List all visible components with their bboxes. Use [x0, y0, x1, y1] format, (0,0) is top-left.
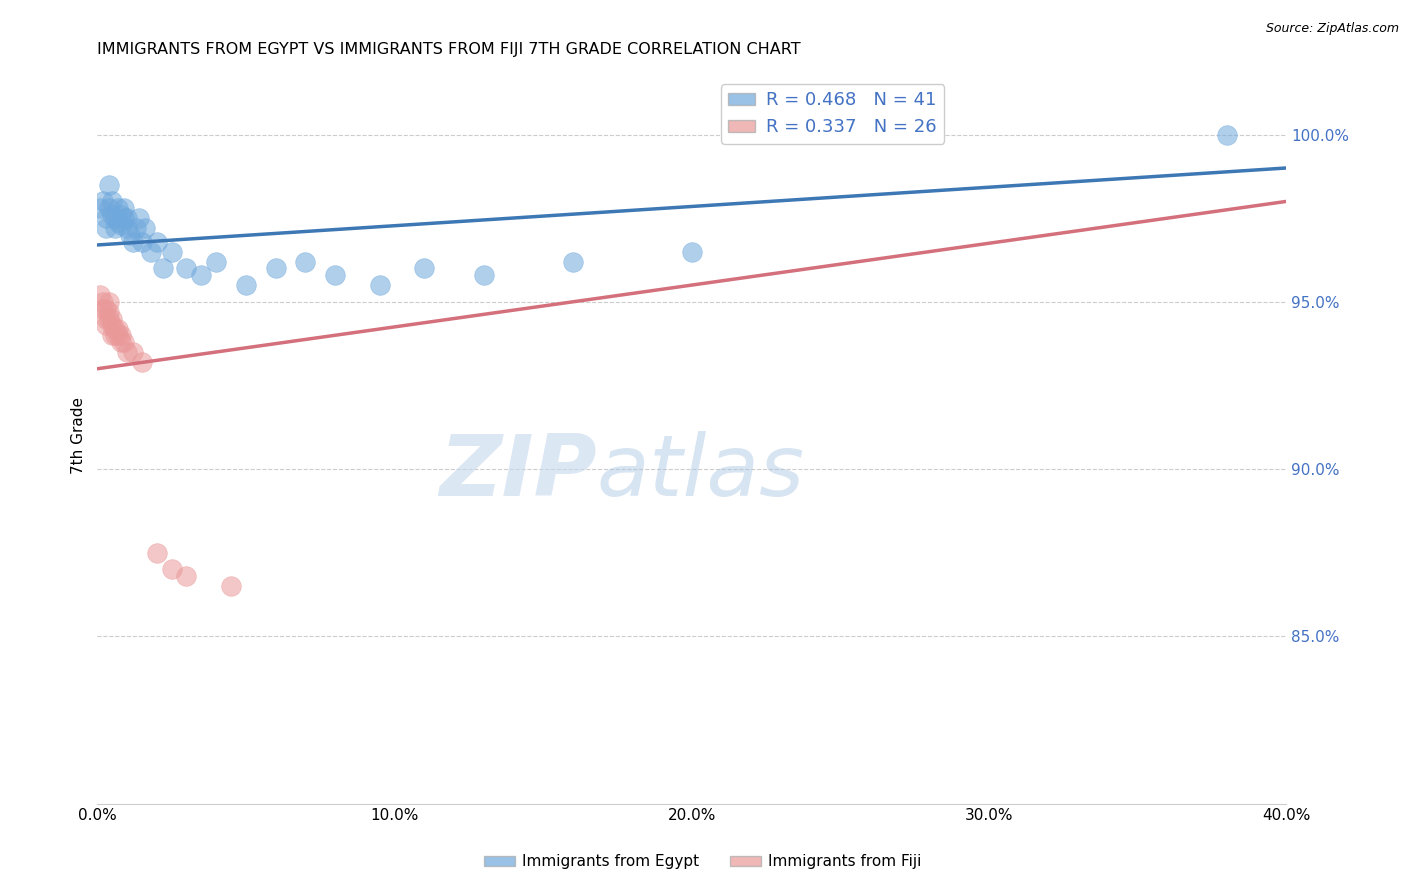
Point [98, 311, 121, 326]
Point [110, 328, 132, 343]
Point [368, 278, 391, 293]
Point [101, 328, 124, 343]
Point [107, 201, 129, 215]
Point [264, 261, 287, 276]
Point [122, 235, 145, 249]
Point [294, 254, 316, 268]
Point [131, 355, 153, 369]
Point [110, 218, 132, 232]
Text: Source: ZipAtlas.com: Source: ZipAtlas.com [1265, 22, 1399, 36]
Point [89, 288, 111, 302]
Point [115, 345, 138, 359]
Legend: R = 0.468   N = 41, R = 0.337   N = 26: R = 0.468 N = 41, R = 0.337 N = 26 [721, 84, 943, 144]
Point [134, 221, 156, 235]
Point [96, 318, 118, 333]
Point [235, 278, 257, 293]
Point [101, 208, 124, 222]
Point [104, 221, 127, 235]
Point [104, 321, 127, 335]
Point [101, 318, 124, 333]
Point [98, 178, 121, 192]
Point [98, 305, 121, 319]
Point [91, 301, 114, 316]
Text: ZIP: ZIP [439, 431, 596, 514]
Text: atlas: atlas [596, 431, 804, 514]
Point [131, 235, 153, 249]
Y-axis label: 7th Grade: 7th Grade [72, 397, 86, 475]
Point [112, 211, 135, 226]
Point [107, 328, 129, 343]
Point [104, 328, 127, 343]
Point [146, 546, 169, 560]
Point [91, 294, 114, 309]
Point [107, 214, 129, 228]
Point [107, 321, 129, 335]
Point [110, 208, 132, 222]
Point [98, 294, 121, 309]
Point [115, 211, 138, 226]
Point [96, 221, 118, 235]
Point [96, 311, 118, 326]
Point [190, 268, 212, 282]
Point [112, 201, 135, 215]
Point [122, 345, 145, 359]
Point [91, 194, 114, 209]
Point [128, 211, 150, 226]
Point [176, 261, 198, 276]
Point [681, 244, 703, 259]
Point [413, 261, 436, 276]
Point [561, 254, 583, 268]
Point [219, 579, 242, 593]
Point [152, 261, 174, 276]
Point [160, 244, 183, 259]
Point [118, 227, 141, 242]
Point [125, 221, 148, 235]
Point [115, 221, 138, 235]
Text: IMMIGRANTS FROM EGYPT VS IMMIGRANTS FROM FIJI 7TH GRADE CORRELATION CHART: IMMIGRANTS FROM EGYPT VS IMMIGRANTS FROM… [97, 42, 801, 57]
Point [139, 244, 162, 259]
Point [96, 301, 118, 316]
Point [160, 562, 183, 576]
Point [110, 334, 132, 349]
Point [89, 201, 111, 215]
Point [96, 211, 118, 226]
Point [104, 211, 127, 226]
Point [98, 201, 121, 215]
Point [1215, 128, 1237, 142]
Point [101, 311, 124, 326]
Point [205, 254, 228, 268]
Point [323, 268, 346, 282]
Point [176, 569, 198, 583]
Legend: Immigrants from Egypt, Immigrants from Fiji: Immigrants from Egypt, Immigrants from F… [478, 848, 928, 875]
Point [112, 334, 135, 349]
Point [101, 194, 124, 209]
Point [146, 235, 169, 249]
Point [472, 268, 495, 282]
